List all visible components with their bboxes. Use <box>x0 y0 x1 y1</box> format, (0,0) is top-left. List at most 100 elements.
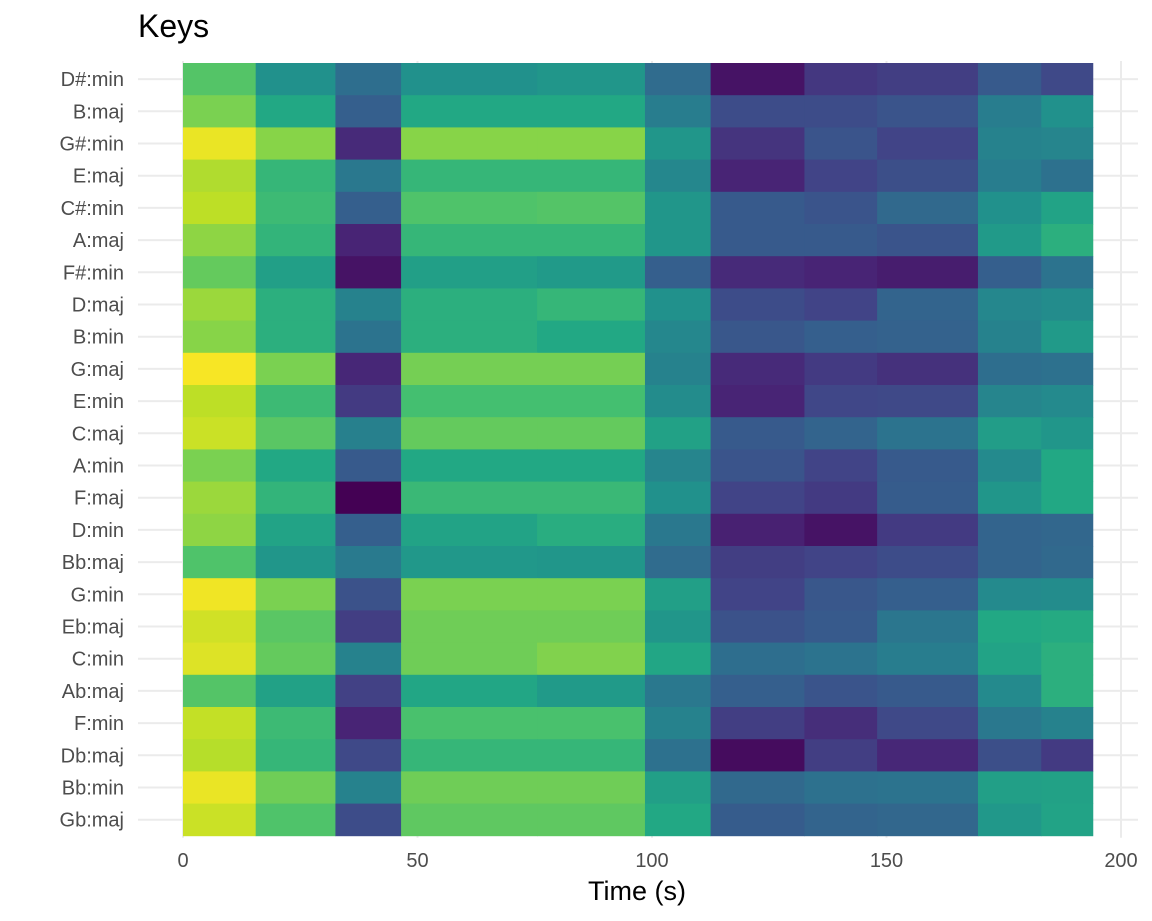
heatmap-cell <box>977 707 1042 740</box>
heatmap-cell <box>644 610 712 643</box>
heatmap-cell <box>183 191 257 225</box>
y-tick-label: G:min <box>71 584 124 606</box>
heatmap-cell <box>644 449 712 482</box>
heatmap-cell <box>710 674 805 708</box>
heatmap-cell <box>255 449 336 482</box>
y-tick-label: B:min <box>73 327 124 349</box>
heatmap-cell <box>1041 610 1094 643</box>
y-tick-label: A:maj <box>73 230 124 252</box>
heatmap-cell <box>877 739 979 772</box>
y-tick-label: Gb:maj <box>60 810 124 832</box>
heatmap-cell <box>255 385 336 418</box>
heatmap-cell <box>977 513 1042 547</box>
heatmap-cell <box>335 159 402 193</box>
heatmap-cell <box>255 224 336 257</box>
heatmap-cell <box>804 578 878 611</box>
heatmap-cell <box>1041 546 1094 579</box>
heatmap-cell <box>804 191 878 225</box>
heatmap-cell <box>183 63 257 96</box>
heatmap-cell <box>401 320 538 354</box>
heatmap-cell <box>255 578 336 611</box>
y-tick-label: E:min <box>73 391 124 413</box>
heatmap-cell <box>710 546 805 579</box>
heatmap-cell <box>335 739 402 772</box>
heatmap-cell <box>335 288 402 321</box>
heatmap-cell <box>877 320 979 354</box>
heatmap-cell <box>710 513 805 547</box>
heatmap-cell <box>335 127 402 160</box>
heatmap-cell <box>255 707 336 740</box>
heatmap-cell <box>710 417 805 450</box>
heatmap-cell <box>977 288 1042 321</box>
heatmap-cell <box>335 95 402 128</box>
heatmap-cell <box>644 642 712 676</box>
heatmap-cell <box>877 674 979 708</box>
heatmap-cell <box>537 159 646 193</box>
heatmap-cell <box>804 642 878 676</box>
heatmap-cell <box>537 256 646 289</box>
heatmap-cell <box>401 513 538 547</box>
y-tick-labels: D#:min B:maj G#:min E:maj C#:min A:maj F#:min D… <box>60 69 124 832</box>
heatmap-cell <box>710 739 805 772</box>
heatmap-cell <box>710 127 805 160</box>
heatmap-cell <box>255 95 336 128</box>
heatmap-cell <box>537 95 646 128</box>
y-tick-label: F:maj <box>74 488 124 510</box>
y-tick-label: Bb:min <box>62 778 124 800</box>
heatmap-cell <box>710 385 805 418</box>
heatmap-cell <box>710 320 805 354</box>
heatmap-cell <box>877 159 979 193</box>
y-tick-label: F:min <box>74 713 124 735</box>
heatmap-cell <box>1041 95 1094 128</box>
heatmap-cell <box>401 610 538 643</box>
heatmap-cell <box>183 127 257 160</box>
heatmap-cell <box>401 159 538 193</box>
heatmap-cell <box>804 385 878 418</box>
heatmap-cell <box>255 127 336 160</box>
heatmap-cell <box>644 771 712 804</box>
heatmap-cell <box>804 707 878 740</box>
heatmap-cell <box>977 771 1042 804</box>
heatmap-cell <box>644 417 712 450</box>
heatmap-cell <box>804 610 878 643</box>
heatmap-cell <box>183 578 257 611</box>
heatmap-cell <box>335 578 402 611</box>
heatmap-cell <box>710 771 805 804</box>
heatmap-cell <box>183 771 257 804</box>
heatmap-cell <box>877 642 979 676</box>
heatmap-cell <box>1041 224 1094 257</box>
heatmap-cell <box>183 256 257 289</box>
heatmap-cell <box>401 803 538 837</box>
heatmap-cell <box>644 224 712 257</box>
heatmap-cell <box>401 481 538 515</box>
heatmap-cell <box>183 739 257 772</box>
heatmap-cell <box>977 127 1042 160</box>
heatmap-cell <box>183 159 257 193</box>
heatmap-cell <box>537 127 646 160</box>
heatmap-cell <box>183 513 257 547</box>
heatmap-cell <box>183 417 257 450</box>
heatmap-cell <box>183 642 257 676</box>
heatmap-cell <box>183 385 257 418</box>
x-tick-labels: 0 50 100 150 200 <box>177 850 1137 872</box>
heatmap-cell <box>1041 288 1094 321</box>
heatmap-cell <box>710 352 805 386</box>
heatmap-cell <box>183 95 257 128</box>
heatmap-cell <box>1041 642 1094 676</box>
heatmap-cell <box>877 385 979 418</box>
heatmap-cell <box>710 481 805 515</box>
heatmap-cell <box>644 159 712 193</box>
heatmap-cell <box>710 803 805 837</box>
heatmap-cell <box>537 707 646 740</box>
heatmap-cell <box>977 224 1042 257</box>
heatmap-cell <box>977 642 1042 676</box>
heatmap-cell <box>877 95 979 128</box>
heatmap-cell <box>977 352 1042 386</box>
heatmap-cell <box>537 771 646 804</box>
heatmap-cell <box>1041 127 1094 160</box>
heatmap-cell <box>804 127 878 160</box>
heatmap-cell <box>977 610 1042 643</box>
heatmap-cell <box>1041 481 1094 515</box>
heatmap-cell <box>335 320 402 354</box>
